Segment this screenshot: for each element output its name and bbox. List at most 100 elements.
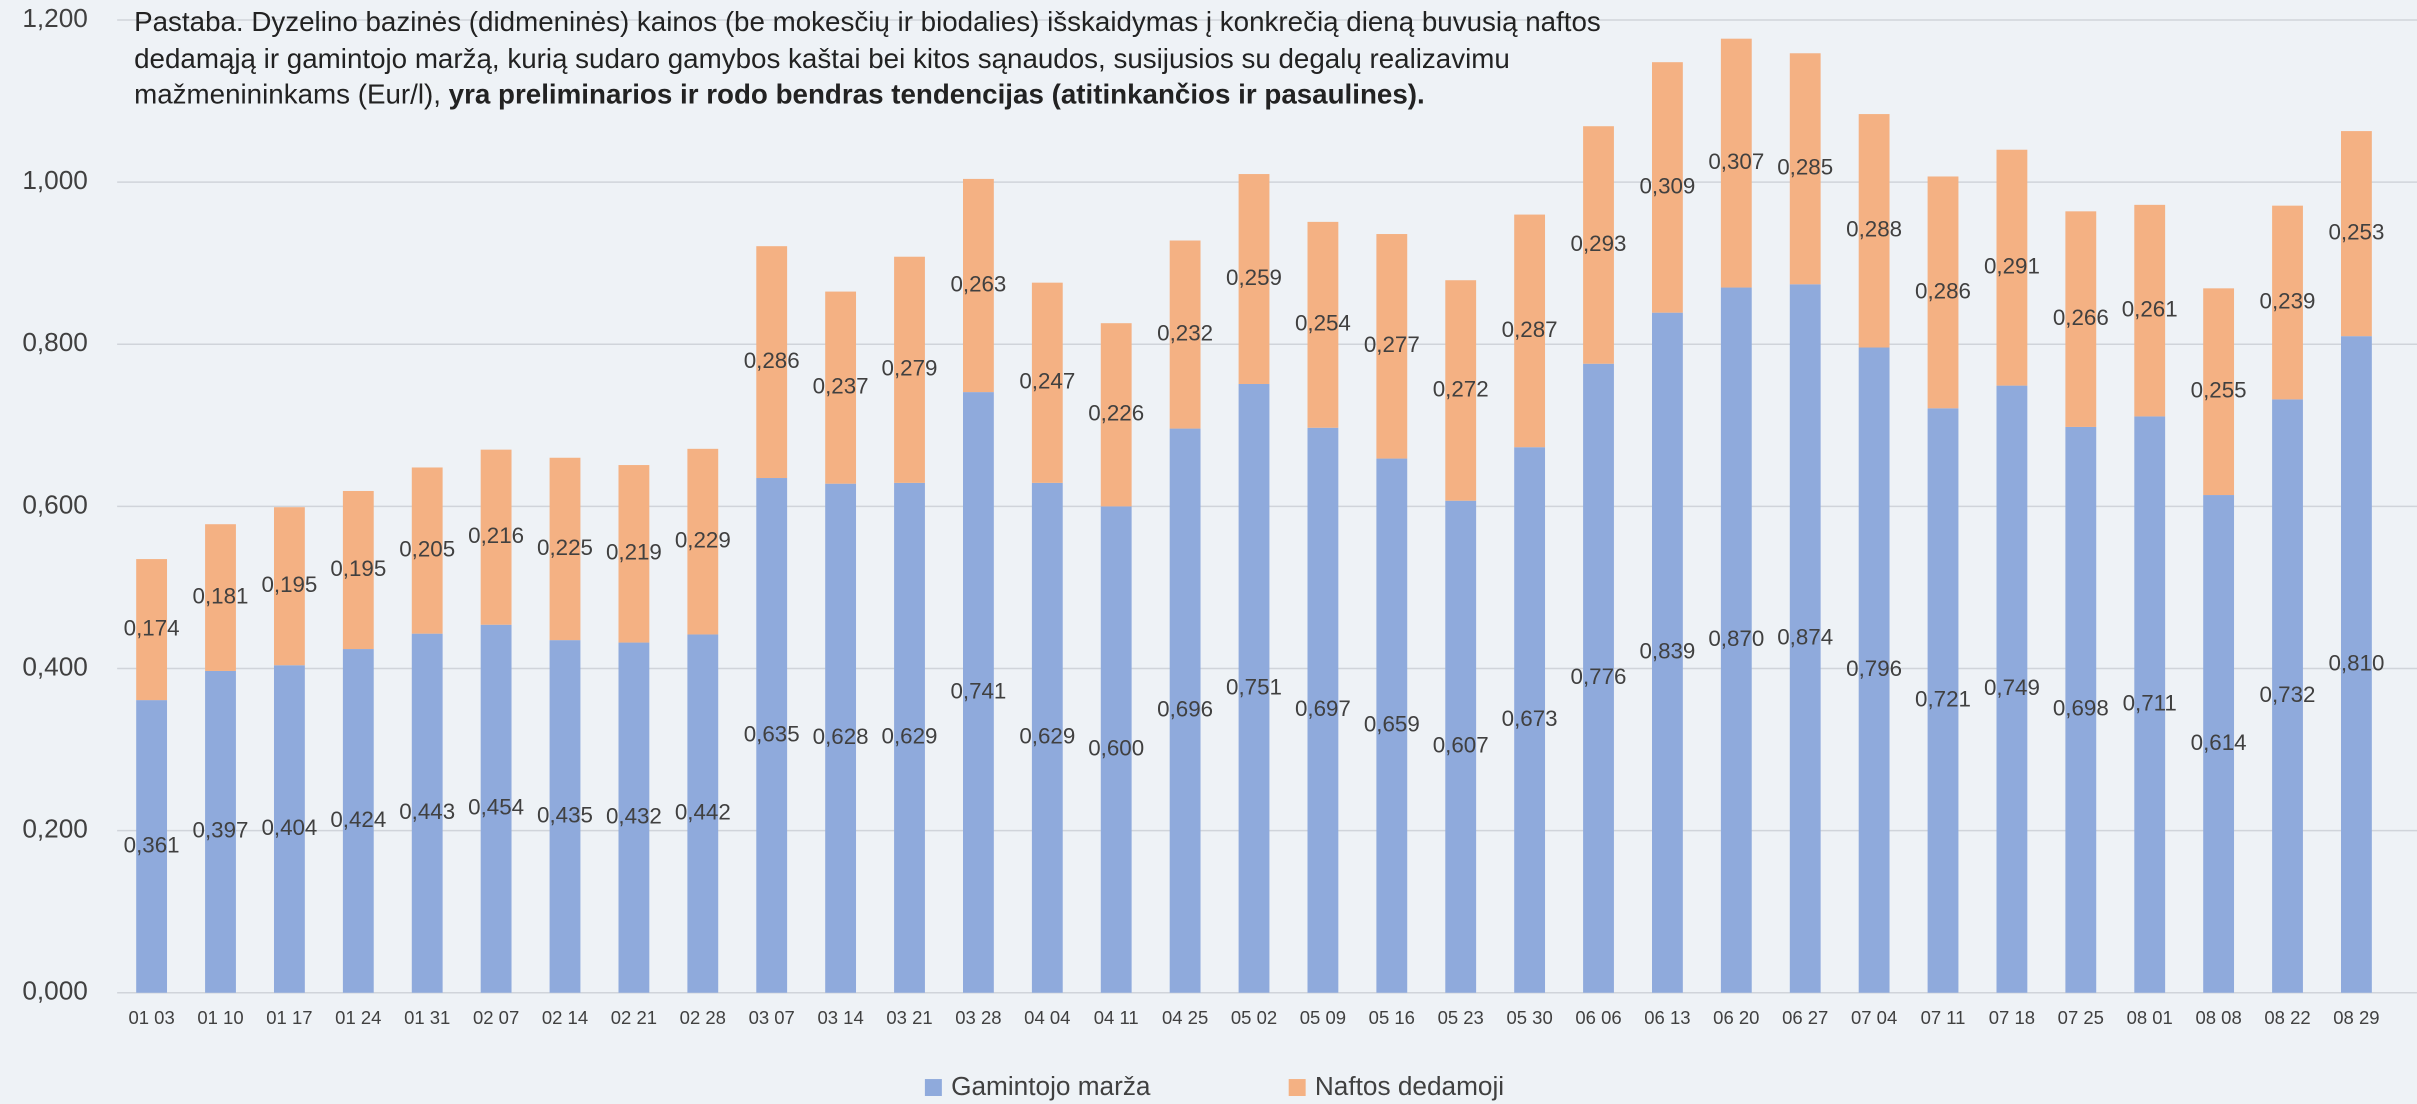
data-label: 0,614 [2191,730,2247,755]
bar-segment [687,634,719,993]
data-label: 0,607 [1433,733,1489,758]
data-label: 0,277 [1364,332,1420,357]
bar-segment [1996,149,2028,386]
bar-segment [411,633,443,993]
x-tick-label: 03 21 [886,1007,932,1028]
y-tick-label: 0,800 [22,327,88,357]
bar-segment [1720,287,1752,993]
bar-segment [1169,240,1201,429]
x-tick-label: 03 28 [955,1007,1001,1028]
x-tick-label: 05 09 [1300,1007,1346,1028]
bar-segment [205,670,236,993]
data-label: 0,286 [1915,278,1971,303]
bar-segment [1720,38,1752,288]
bar-segment [1583,363,1614,993]
data-label: 0,239 [2260,288,2316,313]
data-label: 0,288 [1846,217,1902,242]
data-label: 0,226 [1088,401,1144,426]
x-tick-label: 07 04 [1851,1007,1897,1028]
data-label: 0,749 [1984,675,2040,700]
data-label: 0,285 [1777,155,1833,180]
bar-segment [480,449,512,625]
bar-segment [894,482,925,993]
bar-segment [1307,221,1339,428]
legend-label: Naftos dedamoji [1315,1071,1504,1101]
bar-segment [825,291,857,484]
data-label: 0,286 [744,348,800,373]
x-tick-label: 04 04 [1024,1007,1070,1028]
bar-segment [1651,62,1683,313]
data-label: 0,254 [1295,311,1351,336]
legend-swatch [924,1079,942,1097]
bar-segment [273,507,305,666]
note-bold: yra preliminarios ir rodo bendras tenden… [448,78,1425,110]
bar-segment [205,524,236,671]
y-tick-label: 0,200 [22,814,88,844]
data-label: 0,232 [1157,320,1213,345]
data-label: 0,629 [882,724,938,749]
x-tick-label: 06 27 [1782,1007,1828,1028]
data-label: 0,435 [537,802,593,827]
data-label: 0,237 [813,374,869,399]
bar-segment [2203,288,2235,496]
data-label: 0,307 [1708,149,1764,174]
x-tick-label: 02 14 [542,1007,588,1028]
bar-segment [1100,506,1132,993]
x-tick-label: 05 02 [1231,1007,1277,1028]
y-tick-label: 1,000 [22,165,88,195]
x-tick-label: 03 07 [749,1007,795,1028]
bar-segment [342,649,374,993]
data-label: 0,293 [1571,231,1627,256]
x-tick-label: 08 29 [2333,1007,2379,1028]
bar-segment [1651,312,1683,993]
bar-segment [962,392,994,993]
x-tick-label: 01 03 [128,1007,174,1028]
bar-segment [1927,176,1959,409]
data-label: 0,259 [1226,265,1282,290]
data-label: 0,635 [744,721,800,746]
y-tick-label: 0,400 [22,651,88,681]
bar-segment [962,178,994,393]
bar-segment [2341,336,2372,993]
data-label: 0,698 [2053,696,2109,721]
x-tick-label: 06 13 [1644,1007,1690,1028]
data-label: 0,397 [193,818,249,843]
bar-segment [1858,114,1890,348]
bar-segment [1789,284,1821,993]
bar-segment [2341,131,2372,337]
bar-segment [1445,500,1477,993]
bar-segment [2065,211,2097,427]
data-label: 0,253 [2328,220,2384,245]
bar-segment [825,483,857,993]
data-label: 0,291 [1984,254,2040,279]
bar-segment [687,448,719,635]
x-tick-label: 08 22 [2264,1007,2310,1028]
x-tick-label: 04 25 [1162,1007,1208,1028]
bar-segment [1514,214,1546,448]
x-tick-label: 01 17 [266,1007,312,1028]
data-label: 0,279 [882,356,938,381]
x-tick-label: 05 16 [1369,1007,1415,1028]
x-tick-label: 02 07 [473,1007,519,1028]
data-label: 0,870 [1708,626,1764,651]
data-label: 0,711 [2123,690,2177,715]
data-label: 0,404 [261,815,317,840]
bar-segment [2134,204,2166,417]
x-tick-label: 07 25 [2058,1007,2104,1028]
bar-segment [1376,458,1408,993]
x-tick-label: 01 10 [197,1007,243,1028]
data-label: 0,628 [813,724,869,749]
data-label: 0,424 [330,807,386,832]
data-label: 0,174 [124,615,180,640]
bar-segment [2203,495,2235,993]
bar-segment [756,246,788,479]
data-label: 0,659 [1364,712,1420,737]
data-label: 0,287 [1502,317,1558,342]
bar-segment [1445,280,1477,501]
bar-segment [1238,383,1270,993]
note: Pastaba. Dyzelino bazinės (didmeninės) k… [134,5,1660,114]
data-label: 0,796 [1846,656,1902,681]
data-label: 0,810 [2328,650,2384,675]
